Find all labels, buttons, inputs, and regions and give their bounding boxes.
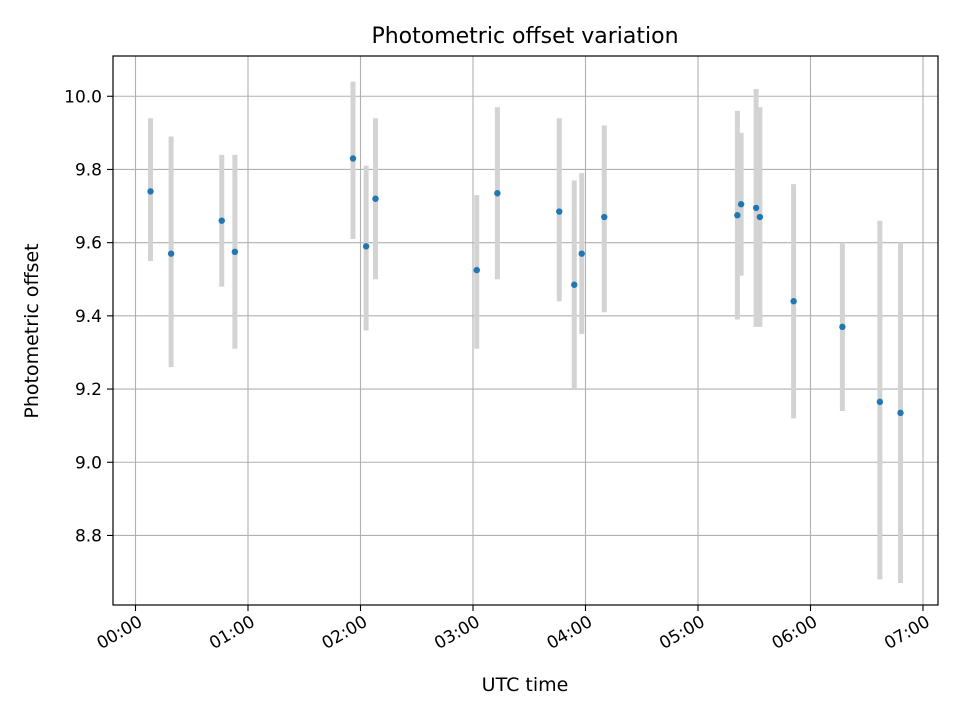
- y-axis-label: Photometric offset: [21, 243, 43, 418]
- x-axis-label: UTC time: [482, 674, 569, 696]
- data-point: [734, 212, 741, 219]
- data-points: [147, 155, 904, 417]
- plot-area-frame: [112, 55, 939, 606]
- data-point: [494, 190, 501, 197]
- data-point: [601, 213, 608, 221]
- data-point: [556, 208, 563, 215]
- data-point: [218, 217, 225, 224]
- chart-title: Photometric offset variation: [371, 24, 678, 49]
- y-tick-label: 9.2: [75, 380, 102, 400]
- y-tick-label: 9.0: [75, 453, 102, 473]
- data-point: [756, 213, 764, 221]
- data-point: [876, 398, 884, 406]
- data-point: [362, 243, 370, 250]
- data-point: [473, 266, 480, 274]
- data-point: [839, 323, 846, 331]
- data-point: [790, 298, 797, 305]
- y-tick-label: 8.8: [75, 526, 102, 546]
- y-axis-ticks: 8.8 9.0 9.2 9.4 9.6 9.8 10.0: [64, 87, 113, 546]
- data-point: [752, 204, 760, 212]
- data-point: [349, 155, 357, 162]
- y-tick-label: 9.8: [75, 160, 102, 180]
- data-point: [578, 250, 585, 257]
- grid: [113, 56, 938, 605]
- data-point: [167, 250, 175, 257]
- data-point: [571, 281, 578, 288]
- data-point: [372, 195, 379, 202]
- data-point: [147, 188, 154, 195]
- y-tick-label: 9.6: [75, 234, 102, 254]
- y-tick-label: 10.0: [64, 87, 102, 107]
- data-point: [897, 409, 904, 417]
- y-tick-label: 9.4: [75, 307, 102, 327]
- data-point: [737, 201, 745, 208]
- data-point: [231, 248, 239, 256]
